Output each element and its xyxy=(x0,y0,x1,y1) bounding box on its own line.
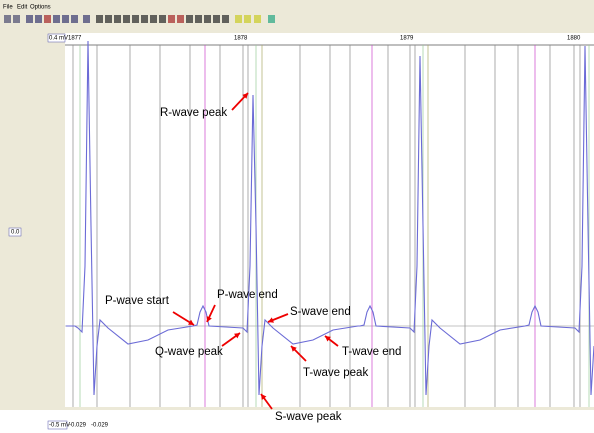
tool-button[interactable] xyxy=(150,15,157,23)
tool-button[interactable] xyxy=(83,15,90,23)
annotation: Q-wave peak xyxy=(155,346,223,358)
tool-button[interactable] xyxy=(96,15,103,23)
ecg-trace xyxy=(66,40,594,396)
tool-button[interactable] xyxy=(244,15,251,23)
plot-area xyxy=(65,33,594,407)
annotation: T-wave end xyxy=(342,346,401,358)
tool-button[interactable] xyxy=(235,15,242,23)
annotation: S-wave peak xyxy=(275,411,342,423)
tool-button[interactable] xyxy=(168,15,175,23)
annotation-arrows xyxy=(172,92,339,410)
annotation: T-wave peak xyxy=(303,367,368,379)
tool-button[interactable] xyxy=(204,15,211,23)
menu-item[interactable]: File xyxy=(3,5,13,11)
arrow-head xyxy=(325,336,331,342)
tool-button[interactable] xyxy=(177,15,184,23)
annotation: P-wave end xyxy=(217,289,278,301)
tool-button[interactable] xyxy=(44,15,51,23)
tool-button[interactable] xyxy=(123,15,130,23)
annotation: P-wave start xyxy=(105,295,170,307)
time-label: 1877 xyxy=(68,36,82,42)
y-box xyxy=(47,420,68,430)
arrow-head xyxy=(188,319,194,325)
tool-button[interactable] xyxy=(13,15,20,23)
tool-button[interactable] xyxy=(53,15,60,23)
tool-button[interactable] xyxy=(268,15,275,23)
annotation: S-wave end xyxy=(290,306,351,318)
tool-button[interactable] xyxy=(4,15,11,23)
tool-button[interactable] xyxy=(132,15,139,23)
arrow-head xyxy=(268,317,274,323)
tool-button[interactable] xyxy=(71,15,78,23)
y-box xyxy=(47,33,66,43)
y-bottom-label: -0.5 mV xyxy=(49,423,70,429)
tool-button[interactable] xyxy=(26,15,33,23)
menu-item[interactable]: Edit xyxy=(17,5,28,11)
arrow-head xyxy=(291,346,297,352)
tool-button[interactable] xyxy=(213,15,220,23)
tool-button[interactable] xyxy=(195,15,202,23)
time-label: 1880 xyxy=(567,36,581,42)
tool-button[interactable] xyxy=(35,15,42,23)
arrow-head xyxy=(261,394,267,400)
y-box xyxy=(8,227,22,237)
y-mid-label: 0.0 xyxy=(11,230,20,236)
time-label: 1879 xyxy=(400,36,414,42)
tool-button[interactable] xyxy=(141,15,148,23)
tool-button[interactable] xyxy=(114,15,121,23)
arrow-head xyxy=(206,316,212,322)
tool-button[interactable] xyxy=(254,15,261,23)
time-label: 1878 xyxy=(234,36,248,42)
tool-button[interactable] xyxy=(222,15,229,23)
menu-item[interactable]: Options xyxy=(30,5,51,11)
marker-lines xyxy=(72,45,590,407)
arrow-head xyxy=(234,333,240,339)
bottom-value: -0.029 xyxy=(69,423,87,429)
y-top-label: 0.4 mV xyxy=(49,36,68,42)
tool-button[interactable] xyxy=(186,15,193,23)
annotation: R-wave peak xyxy=(160,107,227,119)
toolbar-icons xyxy=(4,15,275,23)
tool-button[interactable] xyxy=(62,15,69,23)
arrow-head xyxy=(242,93,248,99)
tool-button[interactable] xyxy=(105,15,112,23)
bottom-value: -0.029 xyxy=(91,423,109,429)
tool-button[interactable] xyxy=(159,15,166,23)
